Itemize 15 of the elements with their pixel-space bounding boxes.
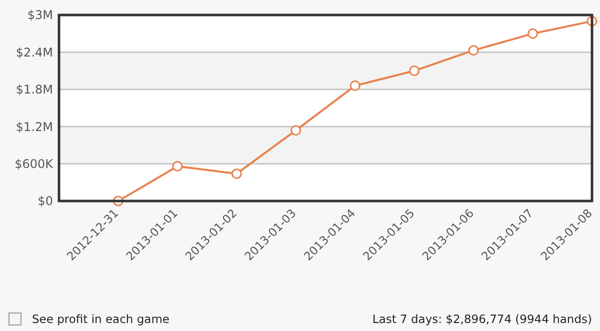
y-tick-label: $600K (14, 157, 54, 171)
y-tick-label: $1.8M (16, 82, 53, 97)
y-tick-label: $3M (27, 8, 53, 22)
text: See profit in each game (32, 312, 170, 326)
y-tick-label: $2.4M (16, 45, 53, 60)
y-tick-label: $0 (38, 194, 53, 208)
point (409, 66, 420, 76)
point (468, 45, 479, 56)
point (350, 80, 360, 91)
y-tick-label: $1.2M (16, 120, 53, 134)
point (231, 168, 242, 179)
point (172, 161, 183, 172)
text: Last 7 days: $2,896,774 (9944 hands) (372, 312, 592, 326)
point (528, 28, 538, 39)
point (290, 125, 302, 136)
